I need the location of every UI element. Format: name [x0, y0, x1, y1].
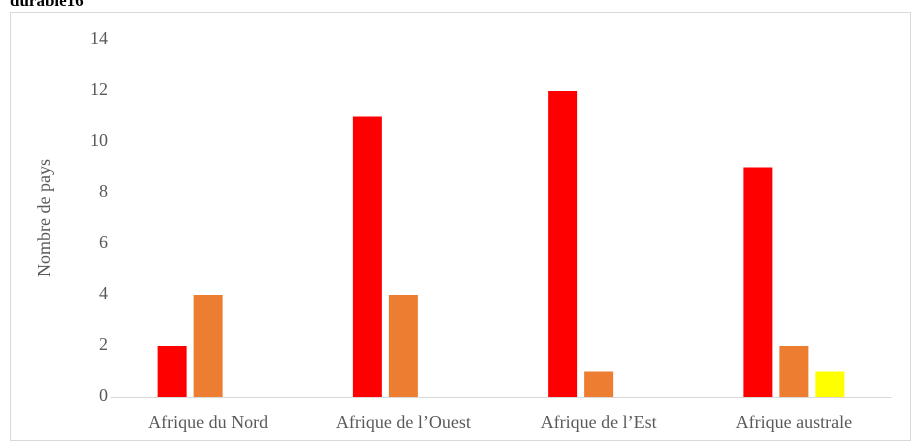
x-tick-label: Afrique du Nord	[148, 412, 268, 432]
y-tick-label: 12	[90, 79, 108, 99]
chart-border	[10, 12, 911, 441]
y-tick-label: 14	[90, 28, 108, 48]
bar	[584, 371, 614, 397]
y-axis-label: Nombre de pays	[34, 159, 54, 277]
x-tick-label: Afrique de l’Ouest	[336, 412, 471, 432]
y-tick-label: 2	[99, 334, 108, 354]
bar	[157, 346, 187, 397]
bar	[352, 116, 382, 397]
y-tick-label: 10	[90, 130, 108, 150]
x-tick-label: Afrique australe	[736, 412, 852, 432]
x-tick-label: Afrique de l’Est	[541, 412, 657, 432]
bar	[815, 371, 845, 397]
y-tick-label: 6	[99, 232, 108, 252]
y-tick-label: 4	[99, 283, 108, 303]
bar	[743, 167, 773, 397]
bar	[193, 295, 223, 397]
bar	[548, 91, 578, 397]
bar	[779, 346, 809, 397]
y-tick-label: 0	[99, 385, 108, 405]
chart-title: durable16	[10, 0, 84, 10]
bar	[388, 295, 418, 397]
y-tick-label: 8	[99, 181, 108, 201]
